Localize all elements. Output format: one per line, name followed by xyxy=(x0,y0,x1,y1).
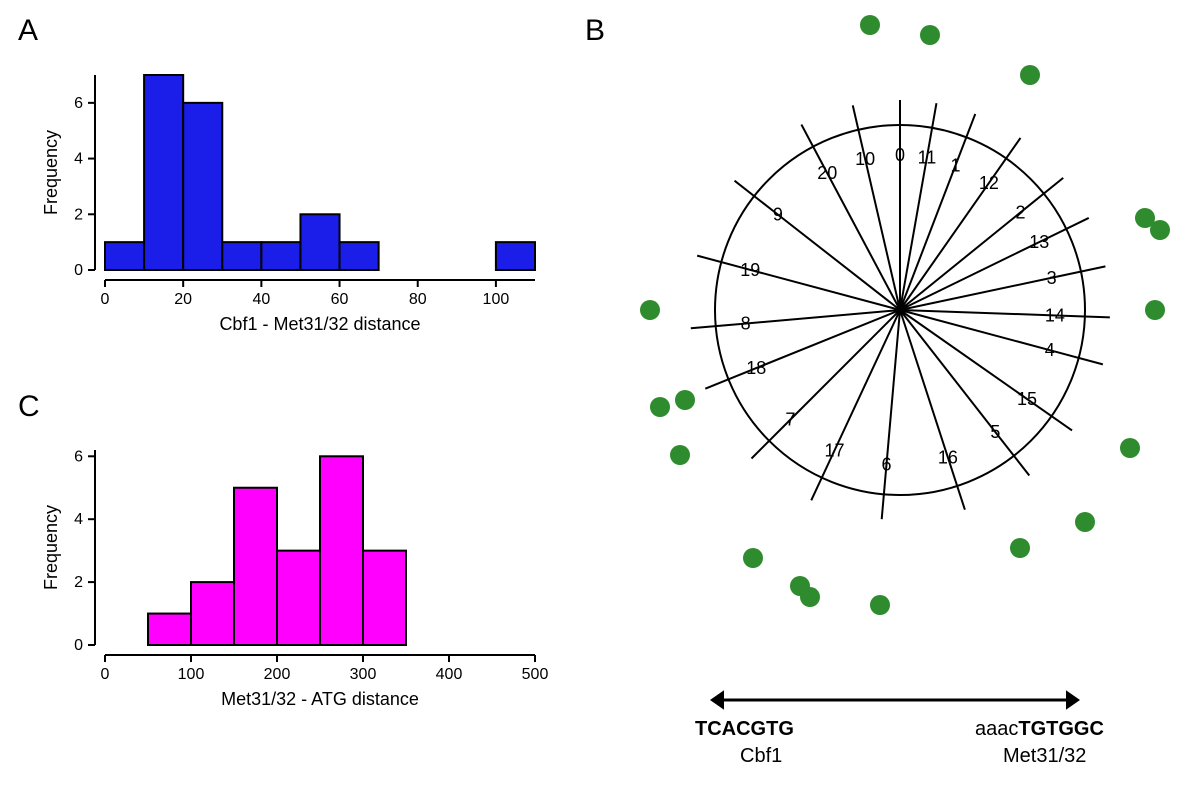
radial-spoke xyxy=(825,169,900,310)
radial-number: 2 xyxy=(1015,202,1025,222)
radial-number: 19 xyxy=(740,260,760,280)
data-dot xyxy=(675,390,695,410)
data-dot xyxy=(640,300,660,320)
radial-number: 13 xyxy=(1029,232,1049,252)
radial-spoke xyxy=(900,310,949,462)
radial-tick xyxy=(999,436,1030,475)
data-dot xyxy=(1020,65,1040,85)
data-dot xyxy=(1150,220,1170,240)
radial-number: 15 xyxy=(1017,389,1037,409)
radial-spoke xyxy=(900,277,1057,310)
radial-number: 18 xyxy=(746,358,766,378)
radial-tick xyxy=(705,370,751,389)
panel-b-radial: 01234567891011121314151617181920TCACGTGC… xyxy=(0,0,1200,785)
radial-spoke xyxy=(900,310,999,436)
radial-tick xyxy=(811,455,832,500)
radial-tick xyxy=(1055,351,1103,364)
radial-number: 7 xyxy=(785,410,795,430)
radial-spoke xyxy=(900,310,1055,351)
data-dot xyxy=(1145,300,1165,320)
radial-spoke xyxy=(900,179,992,310)
radial-spoke xyxy=(787,310,900,423)
radial-number: 11 xyxy=(918,147,937,167)
radial-tick xyxy=(949,462,964,510)
seq-left-label: Cbf1 xyxy=(740,745,782,767)
data-dot xyxy=(920,25,940,45)
radial-tick xyxy=(697,256,745,269)
radial-spoke xyxy=(900,152,928,310)
radial-spoke xyxy=(900,310,1060,316)
radial-tick xyxy=(1044,218,1089,240)
radial-number: 10 xyxy=(855,149,875,169)
radial-tick xyxy=(1024,178,1063,209)
radial-spoke xyxy=(900,240,1044,310)
radial-spoke xyxy=(745,269,900,310)
arrow-head-right-icon xyxy=(1066,690,1080,710)
radial-number: 8 xyxy=(741,314,751,334)
radial-number: 20 xyxy=(817,163,837,183)
data-dot xyxy=(790,576,810,596)
seq-left: TCACGTG xyxy=(695,718,794,740)
radial-tick xyxy=(735,181,774,212)
radial-number: 3 xyxy=(1047,268,1057,288)
radial-number: 0 xyxy=(895,145,905,165)
data-dot xyxy=(870,595,890,615)
radial-number: 9 xyxy=(773,205,783,225)
data-dot xyxy=(743,548,763,568)
radial-number: 17 xyxy=(824,440,844,460)
radial-tick xyxy=(1060,316,1110,318)
data-dot xyxy=(670,445,690,465)
data-dot xyxy=(1120,438,1140,458)
seq-right: aaacTGTGGC xyxy=(975,718,1104,740)
radial-tick xyxy=(801,125,824,169)
radial-tick xyxy=(957,114,975,161)
radial-spoke xyxy=(741,310,900,324)
radial-spoke xyxy=(752,310,900,370)
radial-number: 14 xyxy=(1045,305,1065,325)
radial-number: 6 xyxy=(881,454,891,474)
data-dot xyxy=(1075,512,1095,532)
radial-number: 12 xyxy=(979,173,999,193)
arrow-head-left-icon xyxy=(710,690,724,710)
data-dot xyxy=(650,397,670,417)
data-dot xyxy=(1010,538,1030,558)
radial-spoke xyxy=(900,310,1031,402)
radial-tick xyxy=(1031,402,1072,431)
figure-container: A 0204060801000246Cbf1 - Met31/32 distan… xyxy=(0,0,1200,785)
radial-number: 1 xyxy=(951,155,961,175)
seq-right-label: Met31/32 xyxy=(1003,745,1086,767)
radial-number: 16 xyxy=(938,447,958,467)
radial-number: 5 xyxy=(990,422,1000,442)
data-dot xyxy=(860,15,880,35)
radial-number: 4 xyxy=(1045,340,1055,360)
